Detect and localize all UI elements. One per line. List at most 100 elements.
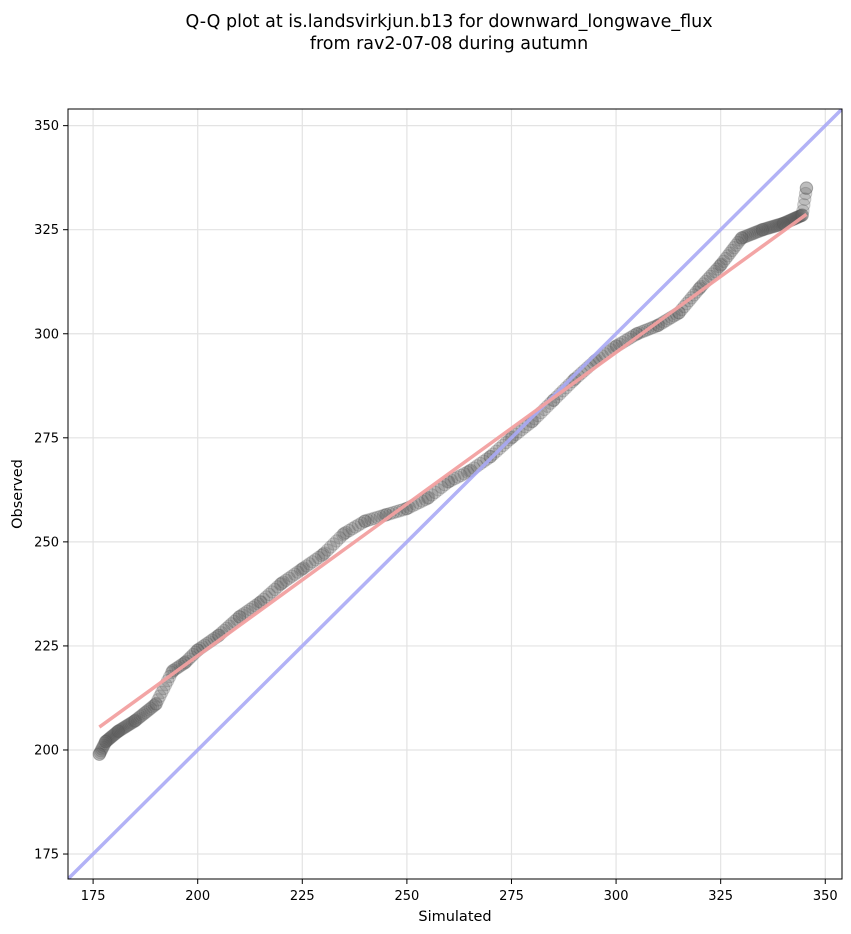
- qq-point: [142, 703, 156, 717]
- qq-point: [114, 722, 128, 737]
- qq-point: [121, 718, 135, 732]
- qq-point: [104, 730, 118, 744]
- qq-point: [731, 235, 745, 250]
- qq-point: [742, 228, 757, 242]
- qq-point: [311, 550, 326, 565]
- qq-point: [235, 608, 249, 622]
- qq-point: [337, 526, 351, 541]
- qq-point: [308, 553, 323, 567]
- qq-point: [358, 514, 372, 528]
- qq-point: [270, 580, 285, 594]
- qq-point: [305, 555, 320, 569]
- qq-point: [357, 514, 372, 528]
- qq-point: [99, 734, 113, 749]
- qq-point: [256, 592, 271, 607]
- qq-point: [95, 742, 109, 756]
- qq-point: [421, 490, 436, 505]
- qq-point: [348, 520, 362, 534]
- qq-point: [744, 227, 759, 241]
- qq-point: [799, 181, 814, 195]
- qq-point: [103, 731, 117, 745]
- qq-point: [282, 571, 296, 585]
- qq-point: [772, 217, 787, 232]
- qq-point: [128, 714, 142, 728]
- qq-point: [768, 219, 782, 233]
- qq-point: [755, 223, 770, 237]
- qq-point: [151, 693, 165, 707]
- fit-line: [98, 212, 808, 729]
- qq-point: [100, 733, 114, 748]
- qq-point: [351, 518, 366, 532]
- x-tick-label: 325: [708, 889, 733, 904]
- qq-point: [735, 231, 749, 245]
- qq-point: [734, 231, 749, 245]
- qq-point: [299, 559, 314, 573]
- qq-point: [723, 246, 737, 260]
- qq-point: [761, 221, 776, 235]
- qq-point: [323, 540, 338, 554]
- qq-point: [714, 257, 729, 271]
- qq-point: [316, 547, 330, 562]
- qq-point: [273, 577, 288, 592]
- qq-point: [133, 709, 148, 724]
- chart-title-line-1: Q-Q plot at is.landsvirkjun.b13 for down…: [185, 12, 712, 32]
- chart-title-line-2: from rav2-07-08 during autumn: [310, 34, 588, 54]
- qq-point: [128, 713, 143, 728]
- qq-point: [149, 697, 163, 711]
- qq-point: [712, 259, 726, 274]
- x-axis: 175 200 225 250 275 300 325 350: [81, 879, 838, 904]
- qq-point: [314, 548, 329, 563]
- qq-point: [774, 217, 788, 231]
- qq-point: [729, 238, 743, 252]
- qq-point: [425, 488, 439, 502]
- qq-point: [124, 716, 138, 731]
- qq-point: [797, 198, 811, 212]
- qq-point: [296, 561, 311, 575]
- y-tick-label: 300: [34, 327, 59, 342]
- plot-area: [67, 108, 843, 880]
- qq-point: [428, 485, 442, 500]
- qq-point: [111, 724, 125, 738]
- x-tick-label: 200: [185, 889, 210, 904]
- qq-point: [240, 604, 255, 619]
- qq-point: [110, 725, 124, 739]
- qq-point: [149, 696, 163, 711]
- qq-point: [137, 707, 151, 721]
- qq-point: [710, 262, 724, 276]
- x-axis-label: Simulated: [418, 909, 491, 925]
- y-tick-label: 250: [34, 535, 59, 550]
- qq-point: [741, 228, 755, 243]
- qq-point: [480, 452, 494, 466]
- qq-point: [716, 254, 731, 268]
- qq-point: [111, 724, 126, 738]
- qq-point: [145, 700, 160, 714]
- qq-point: [288, 567, 302, 581]
- one-to-one-line: [68, 109, 842, 879]
- qq-point: [760, 221, 774, 236]
- qq-point: [771, 218, 785, 232]
- qq-point: [418, 492, 433, 507]
- qq-point: [112, 723, 127, 738]
- qq-point: [345, 522, 359, 536]
- qq-point: [451, 470, 465, 484]
- qq-point: [336, 528, 350, 542]
- qq-point: [302, 557, 317, 571]
- qq-point: [135, 708, 149, 722]
- qq-point: [132, 711, 146, 725]
- x-tick-label: 350: [813, 889, 838, 904]
- qq-point: [96, 740, 110, 754]
- qq-point: [330, 534, 344, 548]
- qq-point: [119, 719, 134, 733]
- qq-point: [766, 219, 781, 234]
- qq-point: [92, 747, 107, 761]
- qq-point: [268, 582, 282, 597]
- y-tick-label: 175: [34, 848, 59, 863]
- qq-point: [737, 230, 751, 244]
- y-tick-label: 225: [34, 639, 59, 654]
- qq-point: [364, 512, 378, 526]
- qq-point: [109, 726, 123, 740]
- qq-point: [127, 714, 141, 729]
- qq-point: [122, 717, 137, 731]
- qq-point: [733, 233, 747, 247]
- plot-frame: [67, 108, 843, 880]
